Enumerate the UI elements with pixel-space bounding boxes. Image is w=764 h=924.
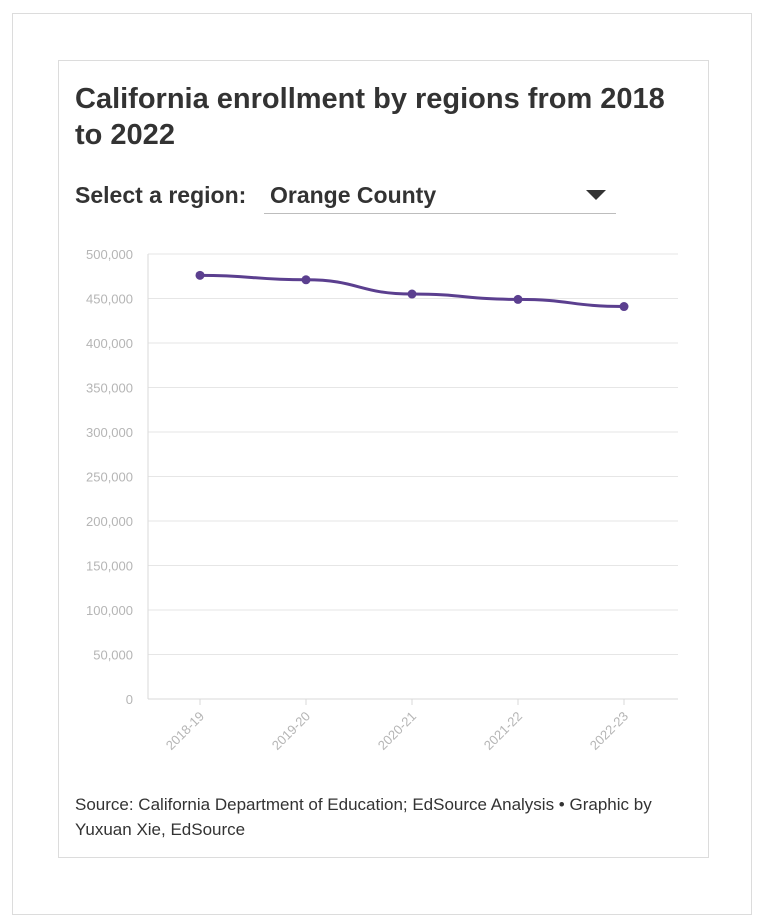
region-selector-row: Select a region: Orange County — [75, 179, 675, 215]
region-selector-label: Select a region: — [75, 182, 247, 208]
data-point — [301, 275, 311, 285]
x-tick-label: 2020-21 — [375, 709, 419, 753]
y-tick-label: 200,000 — [86, 514, 133, 529]
x-tick-label: 2022-23 — [587, 709, 631, 753]
chevron-down-icon[interactable] — [586, 190, 606, 200]
y-tick-label: 250,000 — [86, 470, 133, 485]
source-note: Source: California Department of Educati… — [75, 795, 652, 839]
chart-card: California enrollment by regions from 20… — [58, 60, 709, 858]
data-point — [619, 302, 629, 312]
series-enrollment — [195, 270, 629, 312]
outer-frame — [12, 13, 752, 915]
chart-title: California enrollment by regions from 20… — [75, 83, 665, 151]
region-dropdown[interactable]: Orange County — [264, 179, 616, 214]
y-tick-label: 500,000 — [86, 247, 133, 262]
y-tick-label: 350,000 — [86, 381, 133, 396]
y-tick-label: 300,000 — [86, 425, 133, 440]
region-dropdown-value: Orange County — [270, 182, 437, 208]
y-tick-label: 0 — [126, 692, 133, 707]
y-axis-ticks: 0 50,000 100,000 150,000 200,000 250,000 300,0… — [86, 247, 133, 707]
x-tick-label: 2021-22 — [481, 709, 525, 753]
x-axis-ticks: 2018-19 2019-20 2020-21 2021-22 2022-23 — [163, 699, 631, 753]
data-point — [407, 289, 417, 299]
line-chart: 0 50,000 100,000 150,000 200,000 250,000 300,0… — [86, 247, 678, 753]
y-tick-label: 450,000 — [86, 292, 133, 307]
y-tick-label: 50,000 — [93, 648, 133, 663]
data-point — [195, 270, 205, 280]
data-point — [513, 294, 523, 304]
x-tick-label: 2018-19 — [163, 709, 207, 753]
x-tick-label: 2019-20 — [269, 709, 313, 753]
y-tick-label: 400,000 — [86, 336, 133, 351]
y-tick-label: 150,000 — [86, 559, 133, 574]
y-tick-label: 100,000 — [86, 603, 133, 618]
grid-lines — [147, 253, 678, 700]
